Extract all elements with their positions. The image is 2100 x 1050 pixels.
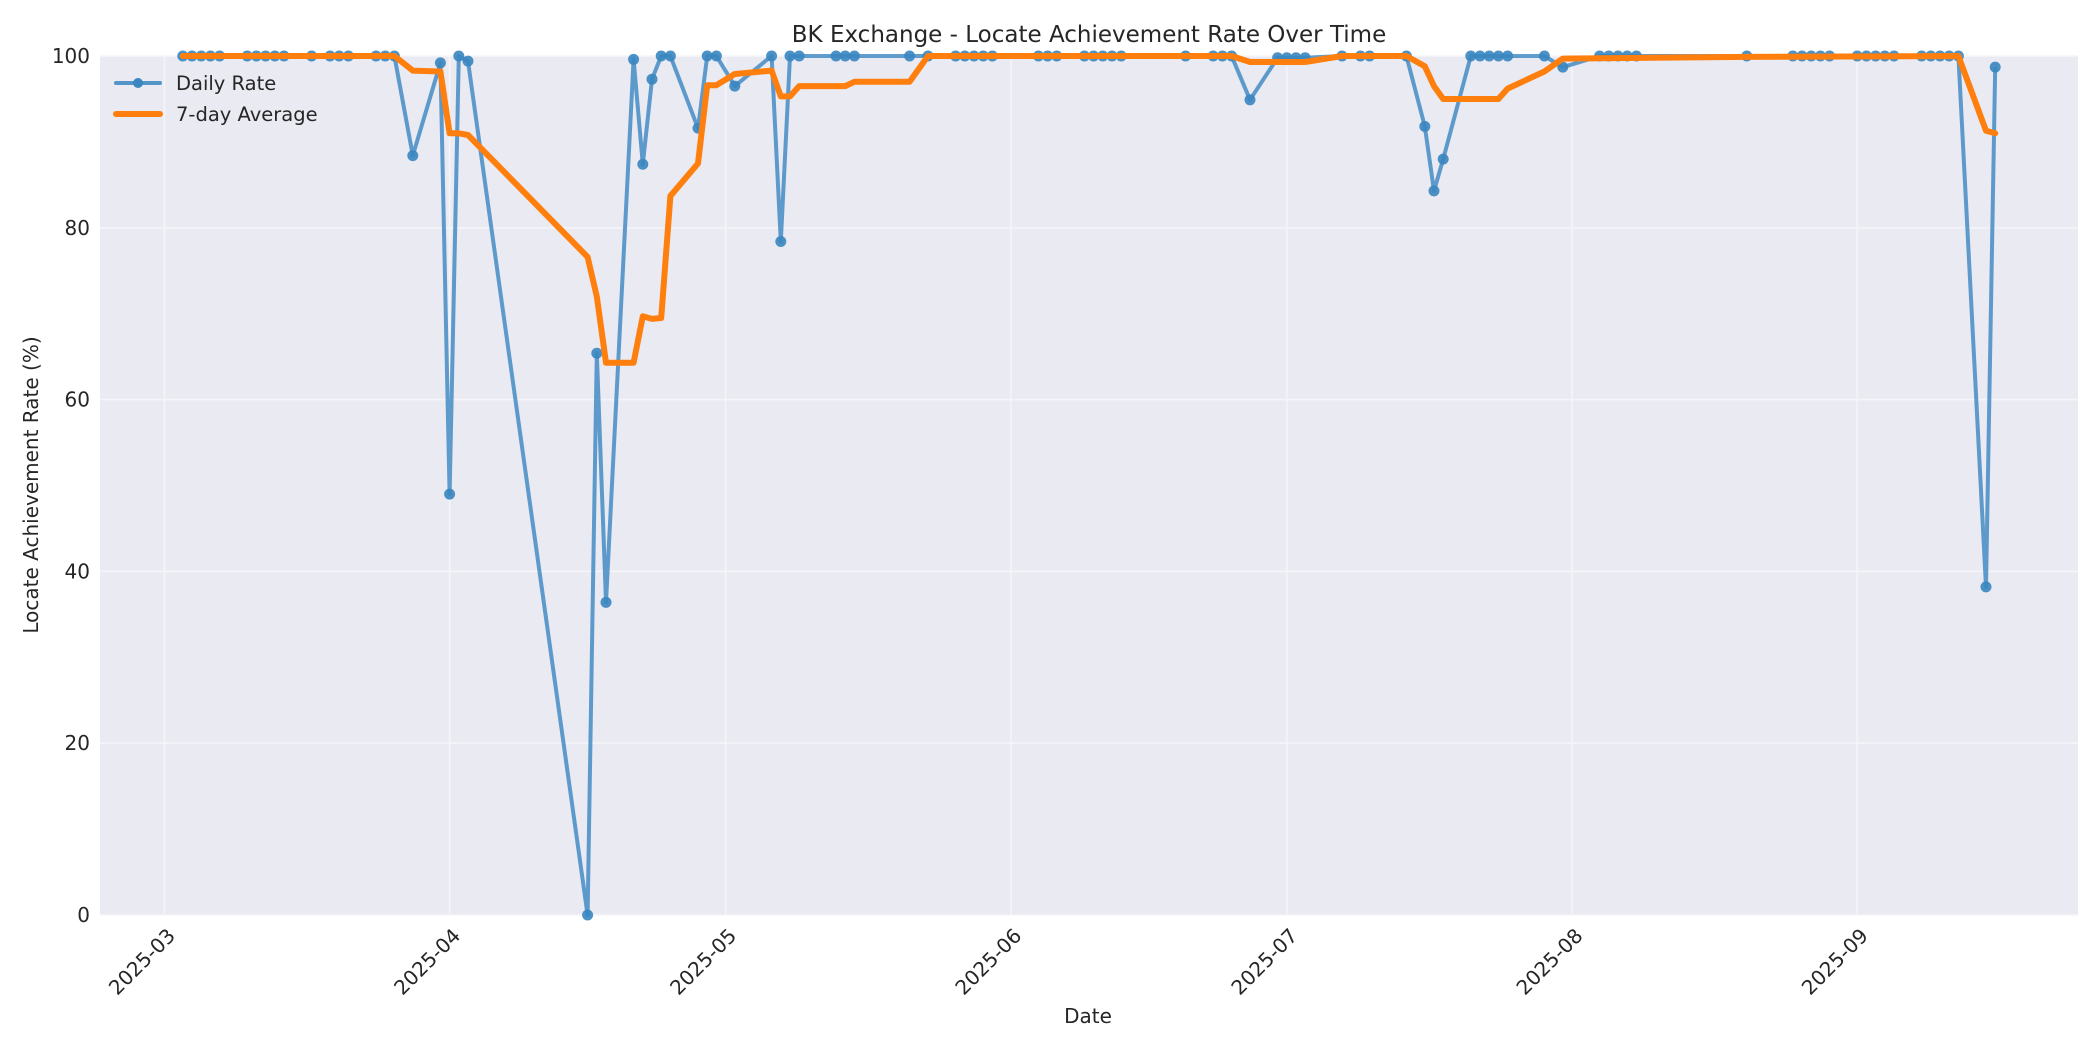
x-axis-label: Date	[1064, 1004, 1112, 1028]
daily-rate-marker	[830, 50, 842, 62]
daily-rate-marker	[462, 55, 474, 67]
daily-rate-marker	[628, 53, 640, 65]
plot-area	[100, 56, 2078, 915]
x-tick-label: 2025-09	[1797, 924, 1873, 1000]
daily-rate-marker	[1980, 581, 1992, 593]
daily-rate-marker	[793, 50, 805, 62]
daily-rate-marker	[1492, 50, 1504, 62]
daily-rate-marker	[729, 80, 741, 92]
daily-rate-marker	[664, 50, 676, 62]
daily-rate-marker	[1437, 153, 1449, 165]
daily-rate-marker	[582, 909, 594, 921]
daily-rate-marker	[1557, 61, 1569, 73]
daily-rate-marker	[1474, 50, 1486, 62]
daily-rate-marker	[701, 50, 713, 62]
series-7day-average	[179, 53, 1999, 366]
chart-title: BK Exchange - Locate Achievement Rate Ov…	[792, 22, 1386, 48]
x-tick-label: 2025-07	[1226, 924, 1302, 1000]
y-tick-label: 100	[52, 44, 90, 68]
y-tick-label: 40	[65, 559, 90, 583]
legend: Daily Rate 7-day Average	[113, 72, 318, 126]
daily-rate-marker	[434, 57, 446, 69]
daily-rate-marker	[766, 50, 778, 62]
y-tick-label: 20	[65, 731, 90, 755]
x-axis-ticks: 2025-03 2025-04 2025-05 2025-06 2025-07 2025-…	[104, 924, 1873, 1000]
daily-rate-marker	[1502, 50, 1514, 62]
legend-label-daily-rate: Daily Rate	[176, 72, 276, 95]
daily-rate-marker	[839, 50, 851, 62]
daily-rate-marker	[848, 50, 860, 62]
y-tick-label: 80	[65, 216, 90, 240]
y-tick-label: 0	[77, 903, 90, 927]
daily-rate-marker	[775, 236, 787, 248]
daily-rate-marker	[591, 347, 603, 359]
x-tick-label: 2025-05	[665, 924, 741, 1000]
daily-rate-marker	[646, 73, 658, 85]
y-axis-ticks: 0 20 40 60 80 100	[52, 44, 90, 927]
legend-label-7day-average: 7-day Average	[176, 103, 318, 126]
daily-rate-marker	[710, 50, 722, 62]
daily-rate-marker	[1419, 120, 1431, 132]
x-tick-label: 2025-03	[104, 924, 180, 1000]
legend-item-7day-average: 7-day Average	[113, 103, 318, 126]
daily-rate-marker	[1465, 50, 1477, 62]
daily-rate-marker	[1428, 185, 1440, 197]
daily-rate-marker	[637, 158, 649, 170]
y-tick-label: 60	[65, 388, 90, 412]
daily-rate-marker	[453, 50, 465, 62]
x-tick-label: 2025-04	[389, 924, 465, 1000]
legend-marker-daily-icon	[133, 78, 143, 88]
plot-background	[100, 56, 2078, 915]
daily-rate-marker	[784, 50, 796, 62]
daily-rate-marker	[655, 50, 667, 62]
daily-rate-marker	[1244, 94, 1256, 106]
daily-rate-marker	[600, 596, 612, 608]
average-line	[179, 53, 1999, 366]
daily-rate-marker	[444, 488, 456, 500]
x-tick-label: 2025-08	[1511, 924, 1587, 1000]
x-tick-label: 2025-06	[950, 924, 1026, 1000]
daily-rate-marker	[1538, 50, 1550, 62]
y-axis-label: Locate Achievement Rate (%)	[19, 336, 43, 633]
daily-rate-marker	[1483, 50, 1495, 62]
daily-rate-marker	[1989, 61, 2001, 73]
daily-rate-marker	[904, 50, 916, 62]
daily-rate-marker	[407, 150, 419, 162]
legend-item-daily-rate: Daily Rate	[114, 72, 276, 95]
